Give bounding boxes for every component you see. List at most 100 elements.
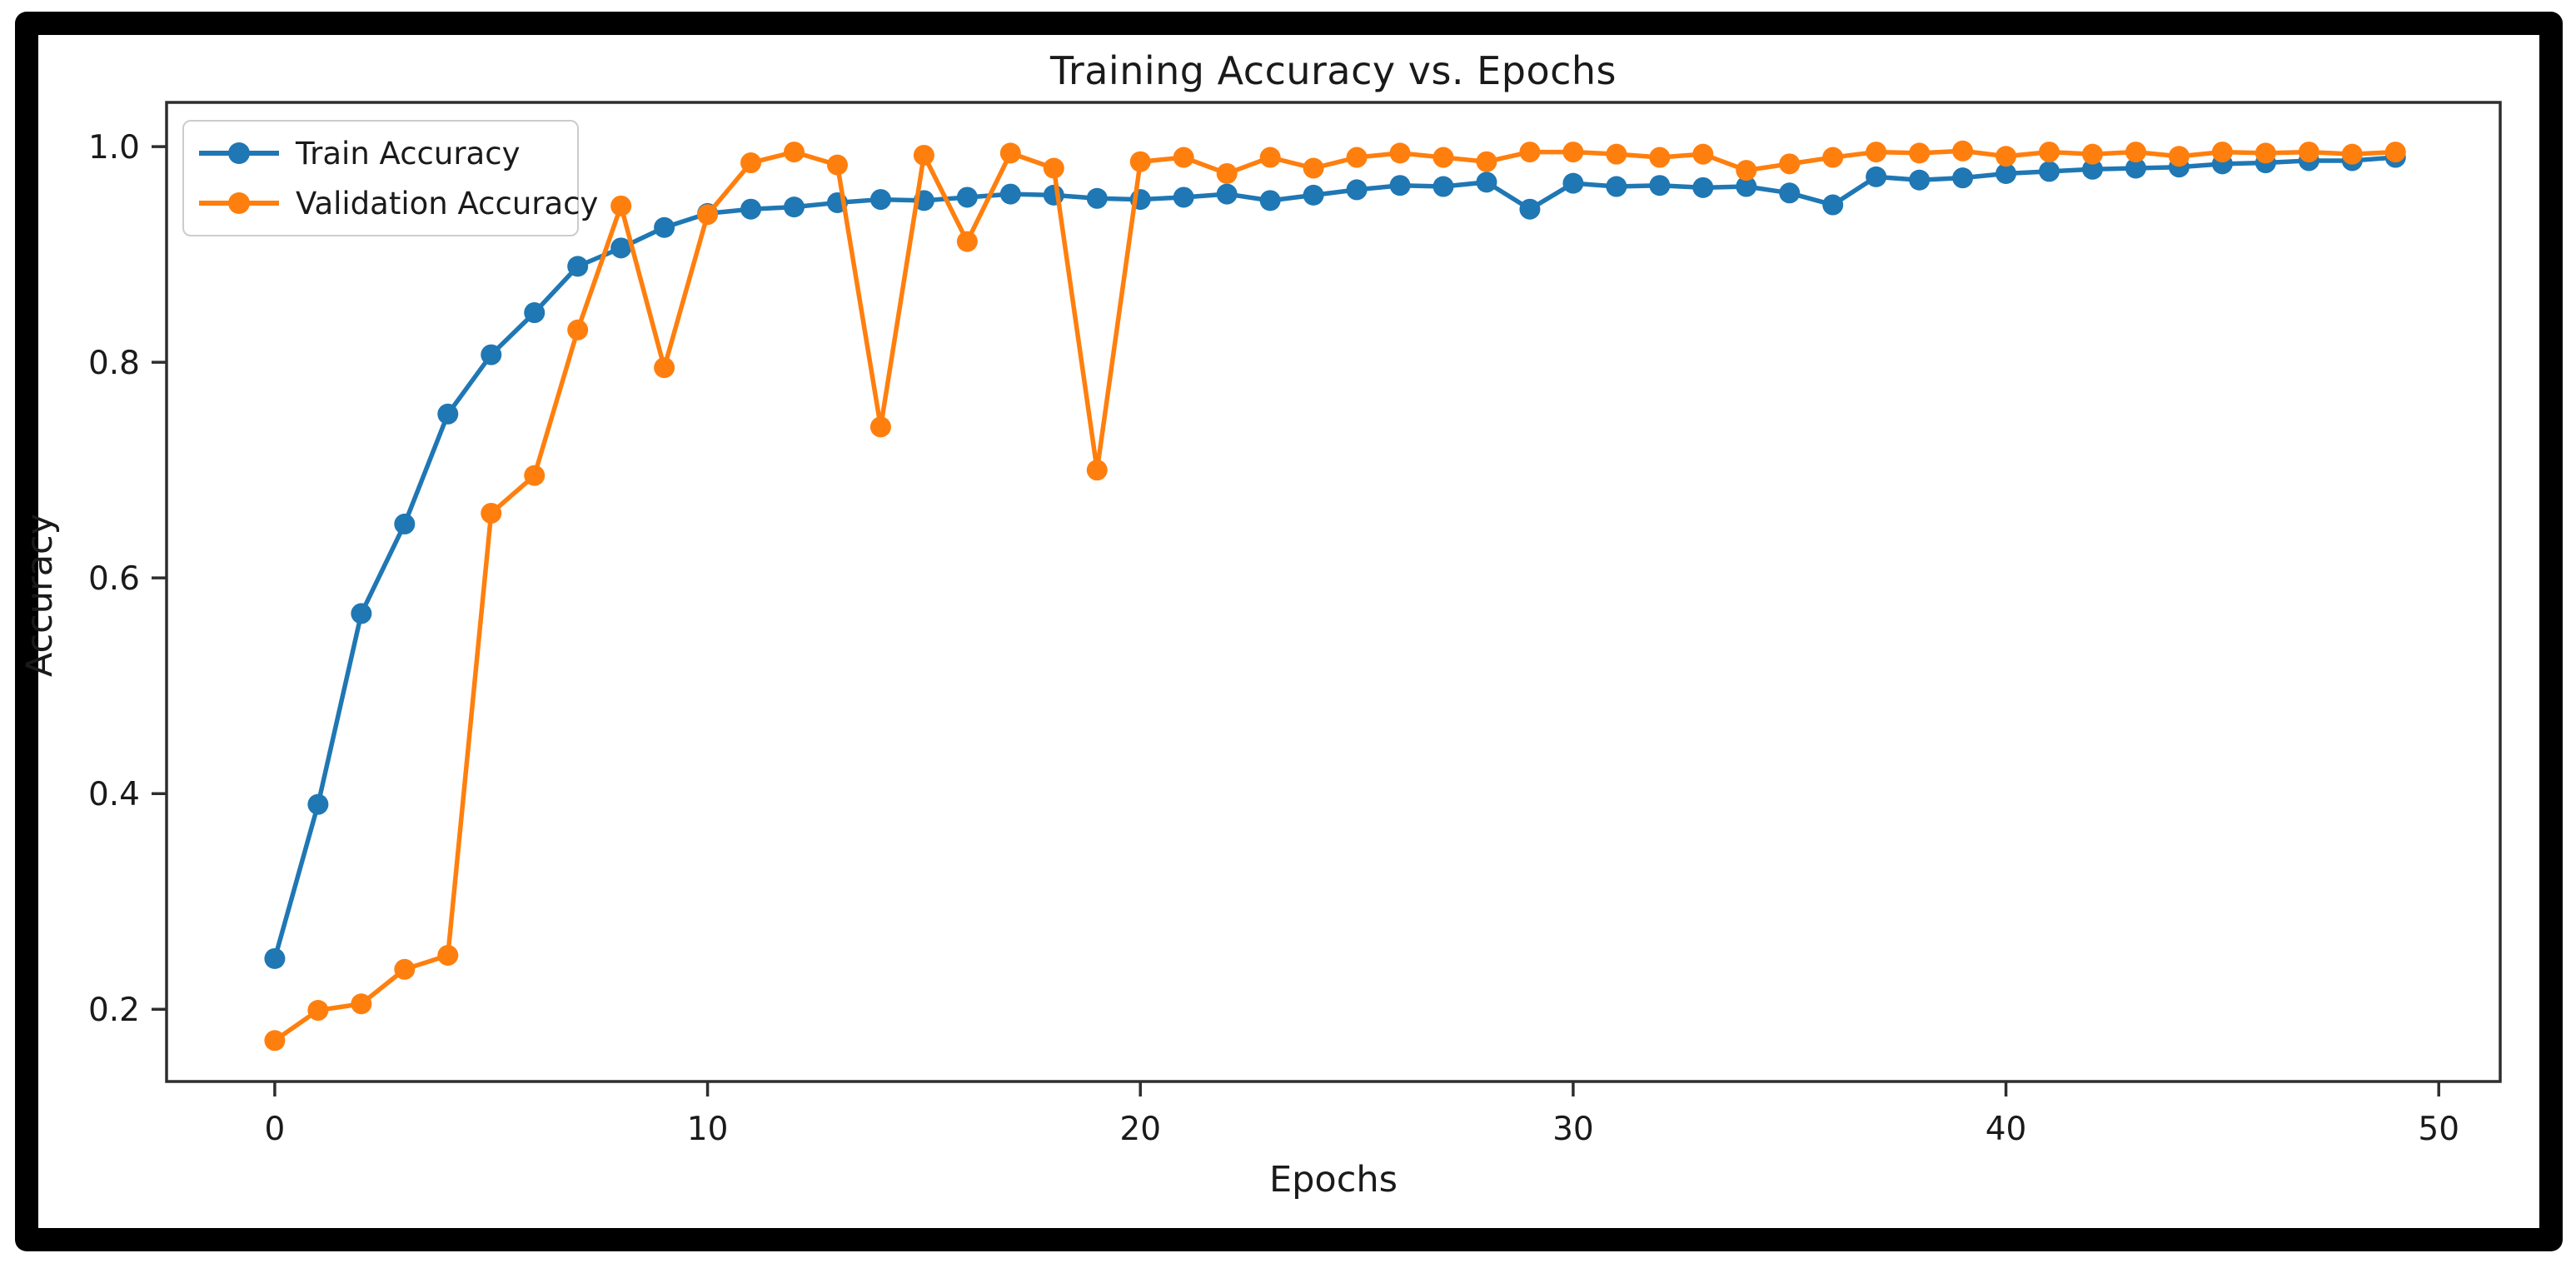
data-point-validation-accuracy (1389, 142, 1411, 164)
data-point-validation-accuracy (1259, 147, 1281, 168)
data-point-validation-accuracy (2341, 143, 2363, 165)
train-dot-swatch (228, 142, 250, 164)
data-point-train-accuracy (1346, 179, 1368, 201)
chart-title: Training Accuracy vs. Epochs (1049, 48, 1617, 93)
data-point-train-accuracy (1822, 194, 1844, 216)
y-tick-label: 1.0 (88, 129, 140, 167)
axes-spines (165, 101, 2502, 1083)
data-point-train-accuracy (2125, 157, 2146, 179)
data-point-validation-accuracy (1649, 147, 1671, 168)
data-point-validation-accuracy (437, 944, 459, 966)
y-axis-label: Accuracy (19, 513, 61, 678)
data-point-validation-accuracy (826, 154, 848, 176)
data-point-validation-accuracy (2255, 142, 2276, 164)
data-point-validation-accuracy (654, 357, 675, 379)
data-point-train-accuracy (1606, 176, 1627, 197)
y-tick-label: 0.6 (88, 560, 140, 598)
data-point-validation-accuracy (1476, 151, 1497, 172)
data-point-validation-accuracy (1519, 142, 1541, 163)
data-point-train-accuracy (437, 403, 459, 425)
data-point-validation-accuracy (1952, 140, 1974, 162)
data-point-validation-accuracy (1606, 143, 1627, 165)
x-tick-label: 0 (265, 1111, 286, 1148)
data-point-validation-accuracy (1822, 147, 1844, 168)
x-tick-label: 50 (2418, 1111, 2459, 1148)
x-tick-label: 10 (687, 1111, 729, 1148)
data-point-train-accuracy (2081, 158, 2103, 180)
data-point-validation-accuracy (1562, 142, 1584, 163)
data-point-train-accuracy (1173, 186, 1194, 208)
validation-line-marker-icon (199, 191, 279, 215)
data-point-validation-accuracy (2081, 143, 2103, 165)
data-point-train-accuracy (1519, 198, 1541, 220)
data-point-validation-accuracy (913, 144, 934, 166)
data-point-validation-accuracy (2125, 142, 2146, 163)
data-point-validation-accuracy (999, 142, 1021, 164)
legend: Train Accuracy Validation Accuracy (182, 120, 598, 236)
data-point-train-accuracy (1779, 182, 1801, 204)
data-point-train-accuracy (654, 216, 675, 238)
data-point-validation-accuracy (2039, 142, 2060, 163)
data-point-train-accuracy (869, 189, 891, 211)
data-point-validation-accuracy (1346, 147, 1368, 168)
data-point-train-accuracy (1389, 175, 1411, 196)
data-point-train-accuracy (1909, 169, 1931, 191)
series-line-validation-accuracy (272, 148, 2398, 1043)
data-point-train-accuracy (1866, 166, 1887, 187)
data-point-train-accuracy (1303, 184, 1324, 206)
y-tick-label: 0.8 (88, 345, 140, 382)
data-point-train-accuracy (481, 344, 502, 365)
validation-dot-swatch (228, 192, 250, 214)
data-point-validation-accuracy (1043, 157, 1064, 179)
x-tick-label: 30 (1552, 1111, 1594, 1148)
data-point-train-accuracy (567, 256, 589, 277)
y-tick-label: 0.4 (88, 776, 140, 813)
data-point-validation-accuracy (1216, 162, 1238, 184)
legend-item-train: Train Accuracy (199, 136, 562, 172)
data-point-train-accuracy (394, 513, 416, 535)
data-point-validation-accuracy (1692, 143, 1714, 165)
data-point-train-accuracy (1476, 172, 1497, 193)
data-point-train-accuracy (1259, 190, 1281, 211)
train-line-marker-icon (199, 142, 279, 165)
data-point-validation-accuracy (1996, 146, 2017, 167)
data-point-train-accuracy (1952, 167, 1974, 189)
legend-label-train: Train Accuracy (296, 135, 521, 172)
data-point-train-accuracy (1432, 176, 1454, 197)
data-point-train-accuracy (1562, 172, 1584, 194)
data-point-validation-accuracy (524, 465, 546, 486)
series-line-train-accuracy (272, 155, 2398, 962)
data-point-validation-accuracy (610, 195, 632, 216)
data-point-validation-accuracy (1909, 142, 1931, 164)
image-border-frame (15, 12, 2563, 1251)
data-point-validation-accuracy (1736, 160, 1757, 181)
data-point-validation-accuracy (1086, 460, 1108, 481)
x-tick-label: 20 (1119, 1111, 1161, 1148)
data-point-train-accuracy (524, 302, 546, 324)
legend-label-validation: Validation Accuracy (296, 185, 599, 221)
data-point-train-accuracy (2039, 161, 2060, 182)
y-tick-label: 0.2 (88, 992, 140, 1029)
data-point-validation-accuracy (481, 502, 502, 524)
data-point-validation-accuracy (1432, 147, 1454, 168)
data-point-validation-accuracy (2168, 146, 2190, 167)
data-point-train-accuracy (264, 947, 286, 969)
data-point-train-accuracy (1649, 175, 1671, 196)
data-point-validation-accuracy (697, 204, 719, 226)
data-point-validation-accuracy (1303, 157, 1324, 179)
data-point-validation-accuracy (307, 1000, 329, 1022)
data-point-validation-accuracy (956, 231, 978, 252)
data-point-train-accuracy (351, 603, 372, 624)
data-point-validation-accuracy (869, 416, 891, 438)
data-point-validation-accuracy (1779, 153, 1801, 175)
data-point-validation-accuracy (784, 142, 805, 163)
data-point-validation-accuracy (351, 993, 372, 1015)
data-point-train-accuracy (1996, 162, 2017, 184)
data-point-train-accuracy (784, 196, 805, 218)
data-point-validation-accuracy (394, 958, 416, 980)
data-point-train-accuracy (1086, 187, 1108, 209)
data-point-validation-accuracy (2384, 142, 2406, 163)
data-point-validation-accuracy (1173, 147, 1194, 168)
